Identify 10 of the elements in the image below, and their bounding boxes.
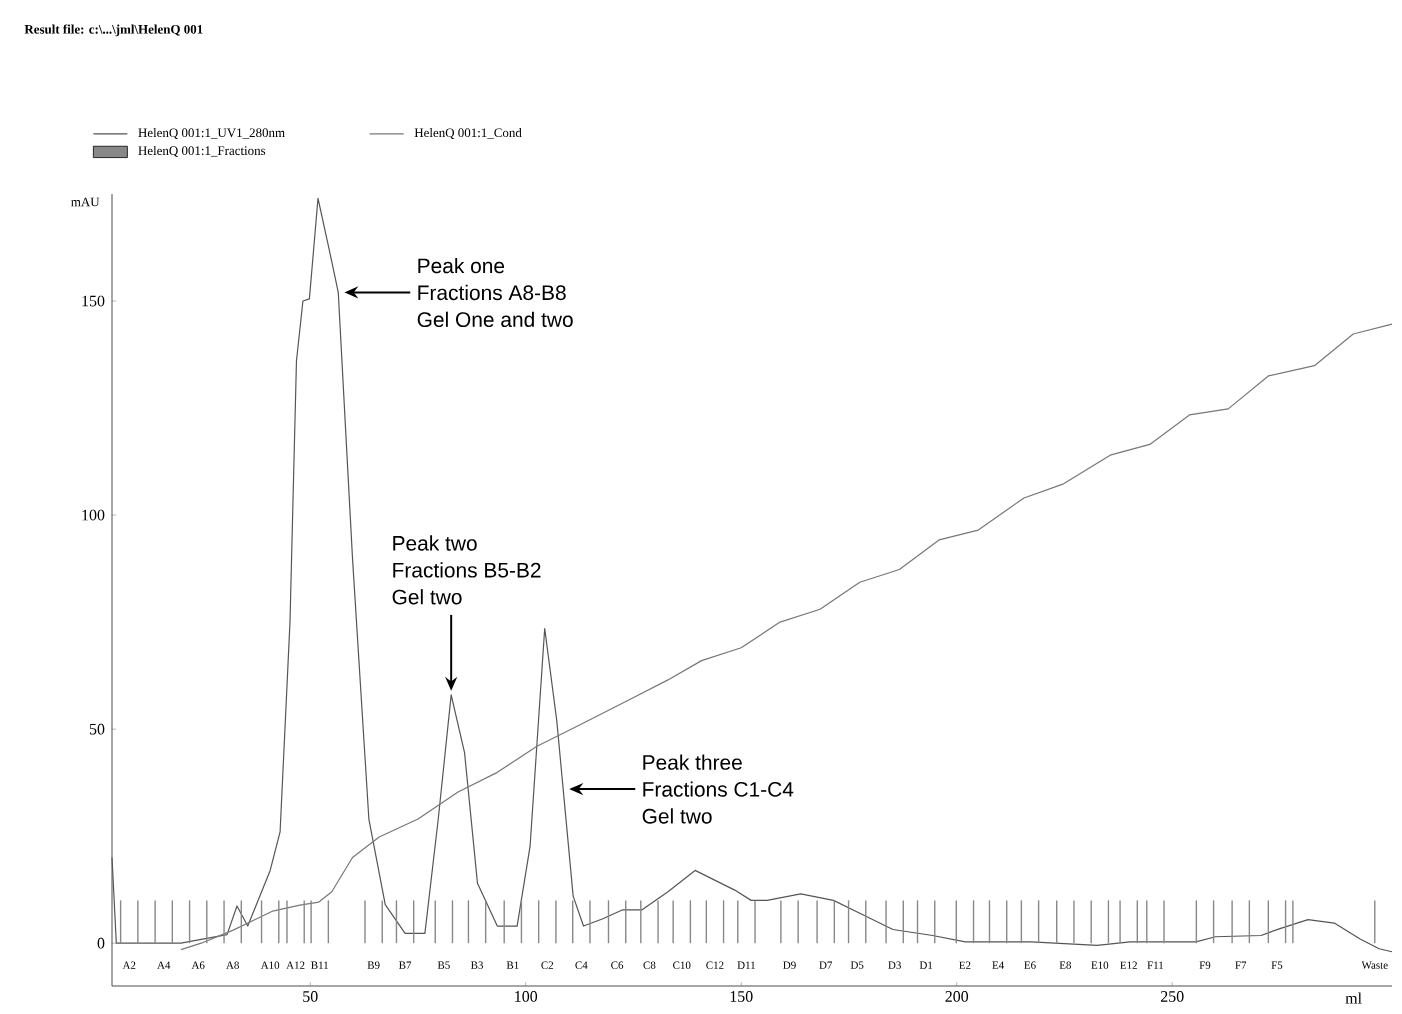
annotation: Gel two [392,589,462,605]
line-series [180,323,1393,951]
annotation: Gel One and two [417,311,573,328]
annotation: Peak three [643,754,742,770]
annotation: Peak one [418,257,505,274]
annotation: Gel two [642,808,712,824]
annotation: Fractions A8-B8 [418,284,566,301]
annotation: Fractions C1-C4 [643,781,794,797]
annotation: Fractions B5-B2 [393,562,541,578]
annotation: Peak two [393,535,477,551]
